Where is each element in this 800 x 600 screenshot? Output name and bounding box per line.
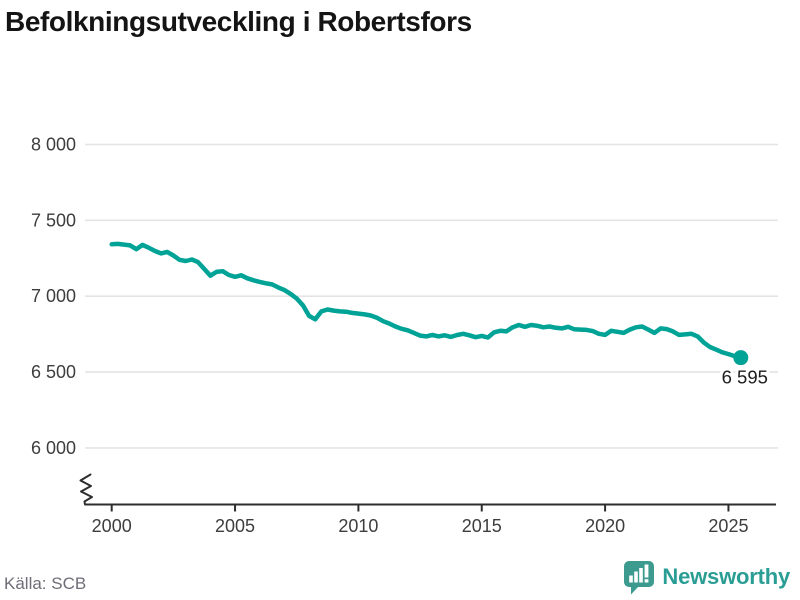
source-credit: Källa: SCB [4,574,87,593]
svg-text:8 000: 8 000 [31,135,76,155]
svg-text:6 000: 6 000 [31,438,76,458]
svg-text:7 500: 7 500 [31,210,76,230]
x-axis: 2000 2005 2010 2015 2020 2025 [85,503,776,536]
end-point-dot [733,350,749,366]
gridlines [85,143,778,449]
svg-text:2025: 2025 [708,516,748,536]
svg-text:2000: 2000 [92,516,132,536]
svg-text:6 500: 6 500 [31,362,76,382]
axis-break-icon [79,473,93,506]
svg-text:2015: 2015 [462,516,502,536]
svg-text:2005: 2005 [215,516,255,536]
population-line [109,241,744,360]
svg-text:2020: 2020 [585,516,625,536]
brand-name: Newsworthy [662,564,790,589]
end-value-label: 6 595 [722,367,768,388]
y-axis-labels: 6 000 6 500 7 000 7 500 8 000 [31,135,76,458]
chart-title: Befolkningsutveckling i Robertsfors [5,6,472,37]
newsworthy-icon [624,560,655,594]
svg-text:7 000: 7 000 [31,286,76,306]
svg-text:2010: 2010 [338,516,378,536]
newsworthy-logo[interactable]: Newsworthy [623,560,790,594]
